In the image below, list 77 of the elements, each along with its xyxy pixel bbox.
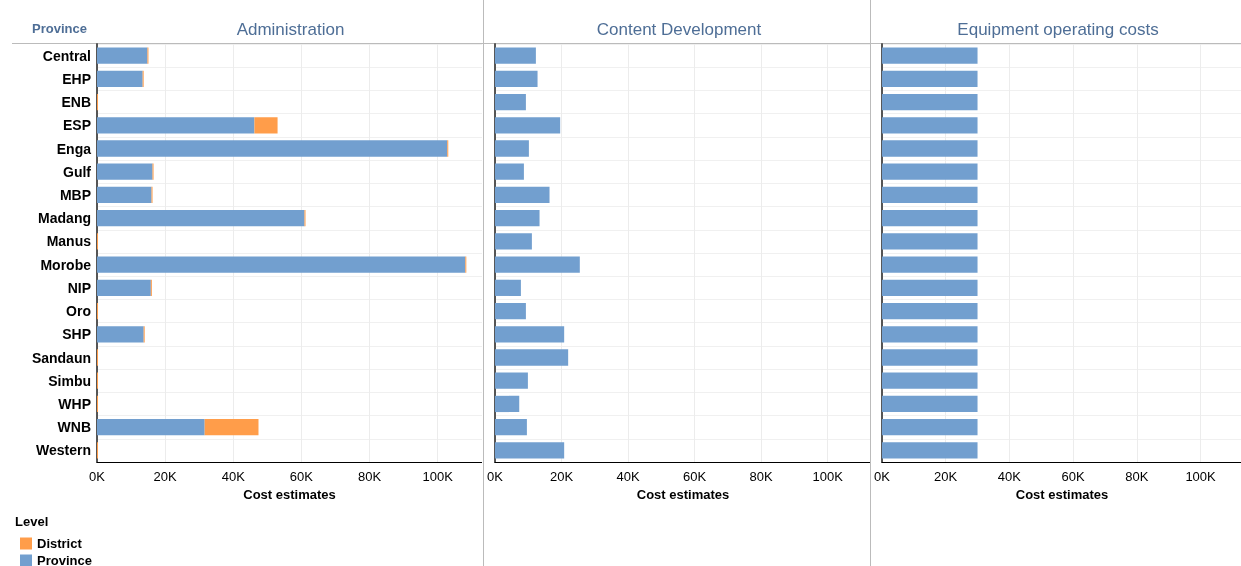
bar (97, 210, 305, 227)
x-tick-label: 60K (683, 469, 707, 484)
x-tick-label: 100K (812, 469, 844, 484)
bar (494, 70, 538, 87)
x-tick-label: 80K (1125, 469, 1149, 484)
bar (494, 117, 561, 134)
x-tick-label: 20K (934, 469, 958, 484)
x-tick-label: 20K (549, 469, 574, 484)
bar (494, 233, 532, 250)
legend-title: Level (15, 514, 49, 529)
x-tick-label: 40K (221, 469, 246, 484)
bar (97, 117, 255, 134)
y-tick-label: Manus (46, 233, 92, 250)
y-tick-label: MBP (59, 186, 91, 203)
y-tick-label: Enga (56, 140, 92, 157)
bar (494, 395, 520, 413)
x-tick-label: 20K (153, 469, 178, 484)
x-tick-label: 0K (874, 469, 891, 484)
y-tick-label: Madang (38, 210, 91, 227)
legend-label: District (37, 536, 83, 551)
y-tick-label: Oro (66, 303, 91, 320)
bar (494, 279, 521, 296)
y-tick-label: WHP (58, 395, 91, 412)
bar (97, 279, 151, 296)
y-tick-label: EHP (62, 70, 91, 87)
bar (494, 372, 528, 389)
y-tick-label: WNB (57, 419, 91, 436)
bar (494, 140, 529, 157)
y-axis-title: Province (32, 21, 87, 36)
y-tick-label: ENB (61, 94, 91, 111)
y-tick-label: Sandaun (31, 349, 91, 366)
y-tick-label: Morobe (40, 256, 92, 273)
x-tick-label: 80K (358, 469, 382, 484)
bar (494, 163, 524, 180)
chart-title: Administration (236, 20, 345, 39)
y-tick-label: Simbu (48, 372, 91, 389)
x-axis-title: Cost estimates (636, 487, 730, 502)
y-tick-label: Central (42, 47, 91, 64)
bar (97, 186, 152, 204)
bar (494, 442, 565, 459)
bar (494, 210, 540, 227)
x-tick-label: 0K (89, 469, 106, 484)
y-tick-label: Western (36, 442, 91, 459)
bar (494, 326, 565, 343)
bar (494, 349, 569, 366)
y-tick-label: ESP (62, 117, 91, 134)
bar (97, 326, 144, 343)
x-axis-title: Cost estimates (1015, 487, 1109, 502)
bar (494, 186, 550, 204)
bar (97, 70, 143, 87)
bar (494, 302, 526, 320)
bar (494, 93, 526, 111)
x-axis-title: Cost estimates (243, 487, 336, 502)
bar (204, 419, 259, 436)
x-tick-label: 40K (616, 469, 640, 484)
y-tick-label: Gulf (63, 163, 92, 180)
bar (494, 419, 527, 436)
x-tick-label: 60K (289, 469, 314, 484)
x-tick-label: 100K (1185, 469, 1217, 484)
y-tick-label: NIP (67, 279, 91, 296)
x-tick-label: 40K (997, 469, 1022, 484)
chart-title: Content Development (596, 20, 762, 39)
bar (97, 256, 466, 273)
x-tick-label: 60K (1061, 469, 1086, 484)
x-tick-label: 80K (749, 469, 774, 484)
bar (97, 47, 148, 64)
legend-label: Province (37, 553, 92, 566)
bar (97, 140, 448, 157)
y-tick-label: SHP (62, 326, 91, 343)
chart-title: Equipment operating costs (957, 20, 1159, 39)
bar (97, 419, 205, 436)
x-tick-label: 100K (422, 469, 454, 484)
bar (97, 163, 153, 180)
bar (494, 47, 536, 64)
bar (254, 117, 278, 134)
x-tick-label: 0K (487, 469, 504, 484)
bar (494, 256, 580, 273)
